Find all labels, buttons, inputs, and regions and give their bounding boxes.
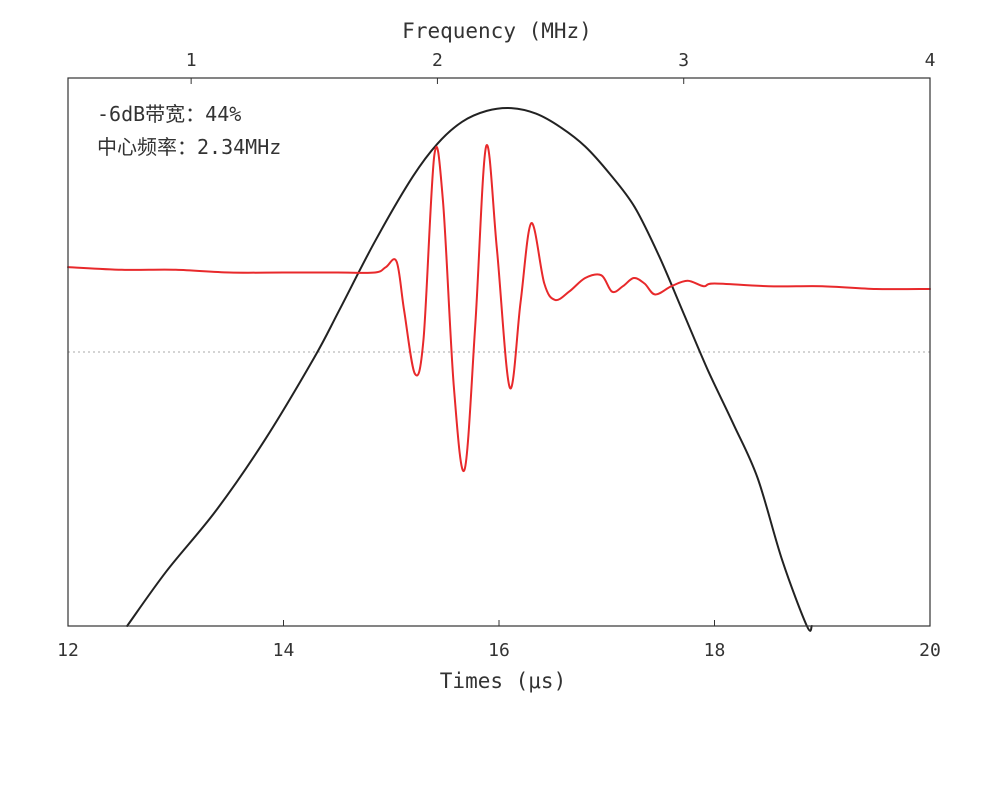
spectrum-line — [126, 107, 813, 632]
annotation-bandwidth: -6dB带宽：44% — [97, 102, 241, 126]
x-tick-label: 12 — [57, 640, 79, 661]
x-top-axis-title: Frequency (MHz) — [402, 19, 592, 43]
x-top-tick-label: 2 — [432, 50, 443, 71]
x-top-tick-label: 3 — [678, 50, 689, 71]
x-axis-title: Times (μs) — [440, 669, 566, 693]
x-top-tick-label: 1 — [186, 50, 197, 71]
x-tick-label: 14 — [273, 640, 295, 661]
x-tick-label: 20 — [919, 640, 941, 661]
annotation-center-frequency: 中心频率：2.34MHz — [97, 135, 281, 159]
x-tick-label: 18 — [704, 640, 726, 661]
x-tick-label: 16 — [488, 640, 510, 661]
x-top-tick-label: 4 — [925, 50, 936, 71]
time-signal-line — [67, 144, 931, 473]
